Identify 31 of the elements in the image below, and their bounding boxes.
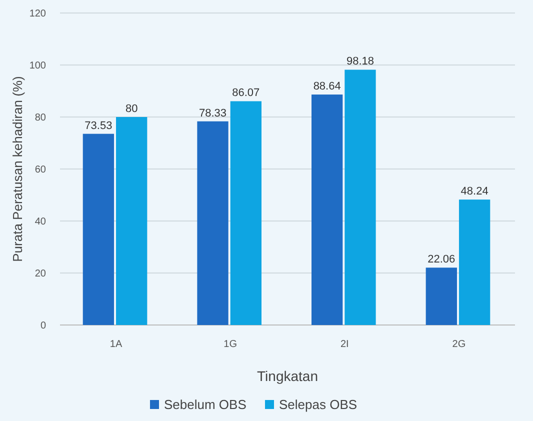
bar bbox=[230, 101, 262, 325]
x-tick-label: 1G bbox=[224, 339, 238, 350]
y-tick-label: 60 bbox=[34, 164, 46, 176]
x-axis-title: Tingkatan bbox=[257, 368, 318, 384]
x-tick-label: 1A bbox=[110, 339, 122, 350]
y-tick-label: 120 bbox=[29, 8, 46, 20]
data-label: 80 bbox=[125, 103, 138, 115]
bar bbox=[82, 134, 114, 325]
bar bbox=[426, 268, 457, 325]
data-label: 78.33 bbox=[198, 107, 227, 120]
y-axis-title: Purata Peratusan kehadiran (%) bbox=[10, 76, 25, 262]
bar bbox=[197, 121, 228, 325]
bar bbox=[344, 70, 376, 325]
y-tick-label: 40 bbox=[34, 216, 46, 228]
data-label: 98.18 bbox=[346, 56, 374, 68]
data-label: 86.07 bbox=[232, 87, 260, 100]
bar bbox=[458, 200, 490, 325]
data-label: 73.53 bbox=[84, 120, 112, 132]
x-tick-label: 2G bbox=[452, 339, 466, 350]
legend-label: Selepas OBS bbox=[279, 397, 358, 412]
y-tick-label: 80 bbox=[34, 112, 46, 124]
y-tick-label: 20 bbox=[34, 268, 46, 280]
legend-label: Sebelum OBS bbox=[164, 397, 247, 412]
x-tick-label: 2I bbox=[340, 339, 349, 350]
y-tick-label: 0 bbox=[40, 320, 46, 332]
bar bbox=[116, 117, 148, 325]
data-label: 48.24 bbox=[460, 186, 488, 198]
data-label: 88.64 bbox=[313, 80, 341, 93]
bar bbox=[312, 94, 343, 325]
y-tick-label: 100 bbox=[29, 60, 46, 72]
data-label: 22.06 bbox=[428, 254, 456, 266]
